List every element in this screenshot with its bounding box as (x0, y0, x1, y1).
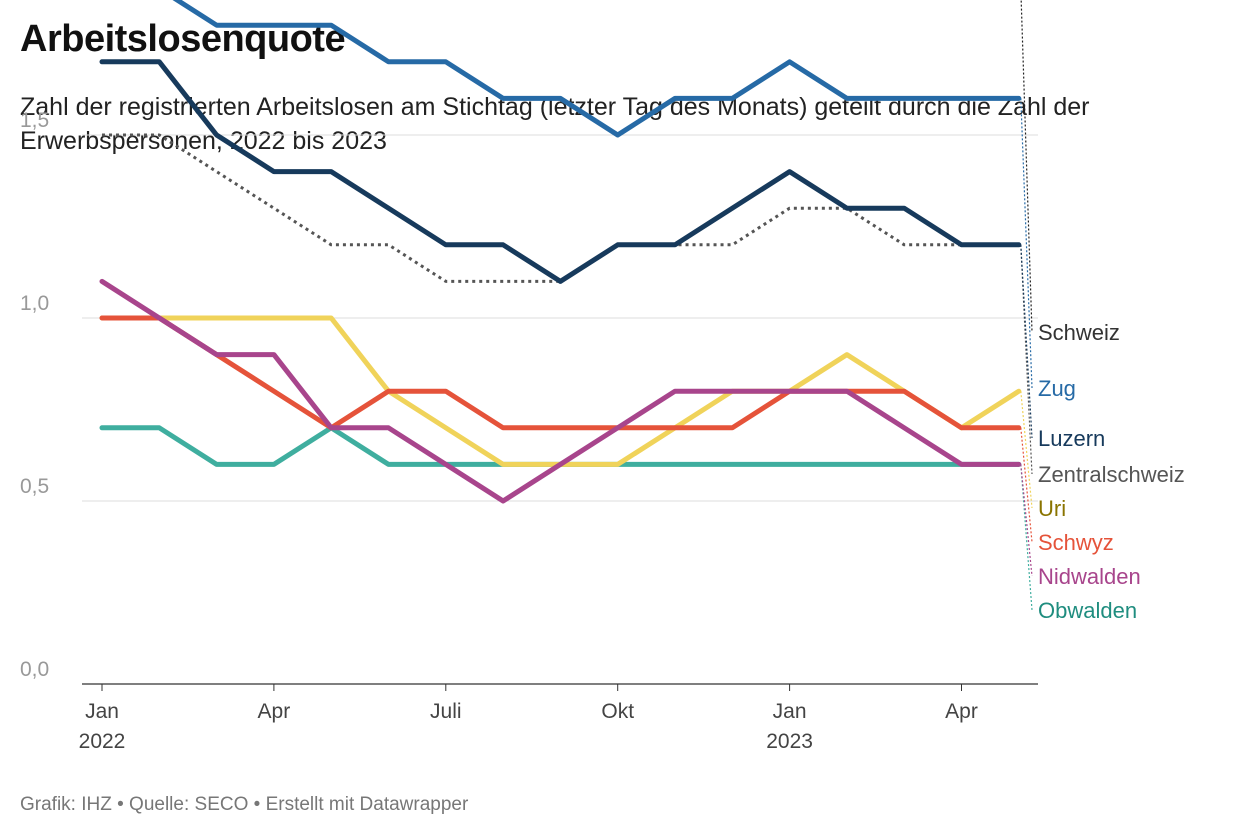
series-label-zug: Zug (1038, 376, 1076, 401)
series-label-schwyz: Schwyz (1038, 530, 1114, 555)
grid-lines (82, 134, 1038, 685)
x-tick-label: Jan (773, 700, 807, 723)
x-tick-label: Jan (85, 700, 119, 723)
label-connector (1020, 98, 1033, 389)
series-label-uri: Uri (1038, 496, 1066, 521)
series-line-zug (172, 0, 1022, 138)
line-chart: 0,00,51,01,52,02,5% Jan2022AprJuliOktJan… (20, 0, 1185, 753)
chart-footer: Grafik: IHZ • Quelle: SECO • Erstellt mi… (20, 794, 469, 815)
y-tick-label: 1,5 (20, 109, 49, 132)
series-label-zentralschweiz: Zentralschweiz (1038, 462, 1185, 487)
series-line-schwyz (99, 315, 1022, 431)
series-label-obwalden: Obwalden (1038, 598, 1137, 623)
series-line-zentralschweiz (102, 133, 1019, 283)
label-connector (1020, 427, 1033, 543)
y-tick-label: 0,0 (20, 658, 49, 681)
y-tick-label: 0,5 (20, 475, 49, 498)
series-labels: Schweiz Zug Zentralschweiz Obwalden Uri Schwy… (1020, 0, 1185, 623)
x-tick-year-label: 2023 (766, 730, 813, 753)
x-tick-label: Apr (258, 700, 291, 723)
x-tick-year-label: 2022 (79, 730, 126, 753)
series-line-nidwalden (99, 278, 1022, 504)
label-connector (1020, 391, 1033, 509)
label-connector (1020, 244, 1033, 439)
x-axis: Jan 2022 Apr Juli Okt Jan 2023 Apr (79, 684, 978, 753)
series-label-schweiz: Schweiz (1038, 320, 1120, 345)
series-line-obwalden (99, 425, 1022, 467)
y-tick-label: 1,0 (20, 292, 49, 315)
y-axis-ticks: 0,00,51,01,52,02,5% (20, 109, 49, 681)
x-tick-label: Okt (601, 700, 634, 723)
x-tick-label: Juli (430, 700, 462, 723)
series-line-luzern (99, 59, 1022, 284)
series-lines (99, 0, 1022, 504)
x-tick-label: Apr (945, 700, 978, 723)
series-label-nidwalden: Nidwalden (1038, 564, 1141, 589)
series-label-luzern: Luzern (1038, 426, 1105, 451)
label-connector (1020, 0, 1033, 333)
label-connector (1020, 464, 1033, 577)
